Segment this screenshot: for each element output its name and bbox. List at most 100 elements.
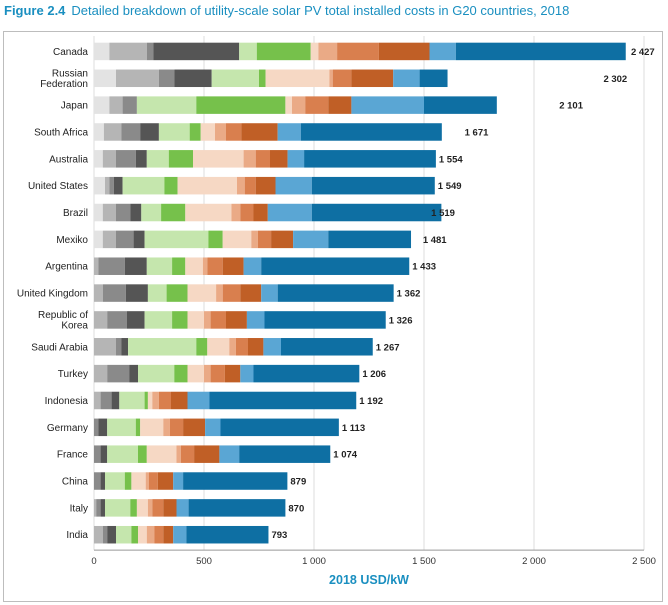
x-tick-label-2: 1 000 bbox=[302, 556, 326, 567]
bar-segment-6-8 bbox=[240, 203, 254, 222]
bar-segment-5-2 bbox=[109, 176, 114, 195]
category-label-17: Italy bbox=[70, 503, 88, 514]
bar-segment-14-11 bbox=[220, 418, 339, 437]
total-label-16: 879 bbox=[290, 477, 306, 488]
bar-segment-14-8 bbox=[169, 418, 184, 437]
bar-segment-9-7 bbox=[216, 284, 223, 302]
bar-segment-14-6 bbox=[140, 418, 164, 437]
bar-segment-4-3 bbox=[135, 150, 147, 168]
category-label-line-1-1: Federation bbox=[40, 79, 88, 90]
bar-segment-12-10 bbox=[240, 364, 254, 383]
bar-segment-11-8 bbox=[235, 338, 248, 356]
bar-segment-10-11 bbox=[264, 311, 386, 329]
bar-row-13: Indonesia 1 192 bbox=[45, 391, 383, 410]
bar-segment-16-6 bbox=[131, 472, 146, 490]
bar-segment-1-6 bbox=[265, 69, 330, 88]
category-label-8: Argentina bbox=[45, 262, 88, 273]
bar-segment-3-1 bbox=[103, 123, 122, 141]
bar-segment-5-0 bbox=[94, 176, 105, 195]
bar-segment-15-11 bbox=[239, 445, 331, 463]
bar-segment-3-9 bbox=[241, 123, 278, 141]
bar-segment-8-8 bbox=[207, 257, 223, 275]
bar-row-9: United Kingdom 1 362 bbox=[17, 284, 420, 302]
bar-row-5: United States 1 549 bbox=[28, 176, 462, 195]
bar-segment-13-7 bbox=[152, 391, 159, 410]
bar-segment-4-7 bbox=[243, 150, 256, 168]
bar-segment-2-7 bbox=[292, 96, 306, 114]
total-label-13: 1 192 bbox=[359, 396, 383, 407]
category-label-7: Mexiko bbox=[56, 235, 88, 246]
bar-segment-7-0 bbox=[94, 230, 103, 249]
bar-segment-3-10 bbox=[277, 123, 301, 141]
bar-segment-17-6 bbox=[136, 499, 148, 517]
bar-segment-10-10 bbox=[246, 311, 265, 329]
bar-segment-12-2 bbox=[107, 364, 130, 383]
bar-segment-7-9 bbox=[271, 230, 294, 249]
category-label-2: Japan bbox=[61, 101, 88, 112]
bar-segment-13-1 bbox=[94, 391, 101, 410]
bar-segment-7-8 bbox=[257, 230, 272, 249]
figure-title: Figure 2.4 Detailed breakdown of utility-… bbox=[4, 3, 569, 18]
bar-segment-2-8 bbox=[305, 96, 329, 114]
bar-segment-16-9 bbox=[157, 472, 174, 490]
bar-segment-7-5 bbox=[208, 230, 223, 249]
bar-segment-4-8 bbox=[255, 150, 270, 168]
bar-segment-15-6 bbox=[146, 445, 177, 463]
bar-segment-15-3 bbox=[100, 445, 108, 463]
bar-segment-0-6 bbox=[310, 42, 319, 61]
bar-segment-12-4 bbox=[138, 364, 175, 383]
bar-segment-4-4 bbox=[146, 150, 169, 168]
bar-segment-0-7 bbox=[318, 42, 338, 61]
bar-segment-1-3 bbox=[174, 69, 212, 88]
bar-row-15: France 1 074 bbox=[57, 445, 358, 463]
bar-segment-8-2 bbox=[98, 257, 125, 275]
bar-segment-6-7 bbox=[231, 203, 241, 222]
bar-segment-0-0 bbox=[94, 42, 110, 61]
bar-segment-18-4 bbox=[116, 525, 132, 544]
bar-segment-18-2 bbox=[102, 525, 108, 544]
category-label-9: United Kingdom bbox=[17, 289, 88, 300]
x-tick-label-0: 0 bbox=[91, 556, 96, 567]
bar-segment-17-3 bbox=[100, 499, 105, 517]
bar-segment-10-4 bbox=[144, 311, 173, 329]
x-tick-label-5: 2 500 bbox=[632, 556, 656, 567]
bar-segment-0-9 bbox=[378, 42, 430, 61]
total-label-4: 1 554 bbox=[439, 154, 463, 165]
bar-segment-10-9 bbox=[226, 311, 247, 329]
bar-segment-3-5 bbox=[189, 123, 201, 141]
bar-segment-13-10 bbox=[187, 391, 210, 410]
bar-segment-9-4 bbox=[147, 284, 167, 302]
bar-segment-3-3 bbox=[140, 123, 159, 141]
bar-segment-7-3 bbox=[133, 230, 145, 249]
bar-segment-14-5 bbox=[135, 418, 141, 437]
bar-row-16: China 879 bbox=[62, 472, 306, 490]
bar-segment-2-1 bbox=[109, 96, 123, 114]
bar-segment-11-4 bbox=[128, 338, 197, 356]
category-label-10: Republic of Korea bbox=[38, 310, 88, 332]
bar-row-10: Republic of Korea 1 326 bbox=[38, 310, 413, 332]
bar-segment-17-10 bbox=[176, 499, 189, 517]
bar-segment-8-11 bbox=[261, 257, 410, 275]
bar-segment-18-7 bbox=[146, 525, 155, 544]
bar-segment-16-8 bbox=[149, 472, 158, 490]
bar-segment-0-3 bbox=[153, 42, 240, 61]
bar-row-8: Argentina 1 433 bbox=[45, 257, 436, 275]
bar-segment-11-10 bbox=[263, 338, 281, 356]
bar-segment-1-8 bbox=[332, 69, 352, 88]
bar-segment-8-5 bbox=[172, 257, 186, 275]
bar-segment-18-8 bbox=[154, 525, 164, 544]
bar-segment-14-2 bbox=[94, 418, 99, 437]
bar-segment-16-2 bbox=[94, 472, 101, 490]
bar-segment-5-1 bbox=[105, 176, 110, 195]
bar-segment-4-10 bbox=[287, 150, 305, 168]
bar-segment-10-3 bbox=[127, 311, 145, 329]
bar-row-14: Germany 1 113 bbox=[47, 418, 365, 437]
category-label-line-10-0: Republic of bbox=[38, 310, 88, 321]
total-label-0: 2 427 bbox=[631, 47, 655, 58]
bar-segment-0-5 bbox=[256, 42, 311, 61]
bar-segment-14-7 bbox=[163, 418, 170, 437]
bar-row-11: Saudi Arabia 1 267 bbox=[31, 338, 400, 356]
bar-segment-10-1 bbox=[94, 311, 108, 329]
total-label-7: 1 481 bbox=[423, 235, 447, 246]
bar-segment-17-11 bbox=[188, 499, 286, 517]
